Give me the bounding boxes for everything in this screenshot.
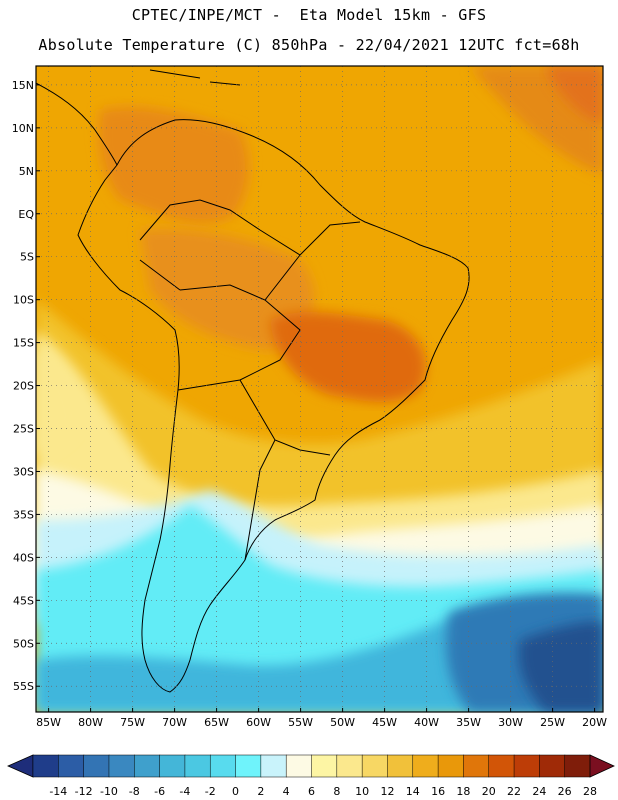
lon-label: 80W [78,716,103,729]
colorbar-label: 28 [583,785,597,798]
colorbar-label: -14 [49,785,67,798]
colorbar-swatch [539,754,566,778]
colorbar-swatch [159,754,186,778]
colorbar-swatch [108,754,135,778]
lat-label: 5S [20,251,34,264]
colorbar-swatch [488,754,515,778]
map-frame [35,65,604,713]
lon-label: 70W [162,716,187,729]
colorbar-label: 22 [507,785,521,798]
lon-label: 20W [582,716,607,729]
map-subtitle: Absolute Temperature (C) 850hPa - 22/04/… [38,36,580,54]
south-america-outline [77,119,470,693]
lat-label: 45S [13,594,34,607]
colorbar-label: -6 [154,785,165,798]
colorbar-swatch [285,754,313,778]
colorbar-swatch [412,754,439,778]
colorbar-label: 14 [406,785,420,798]
lat-label: 30S [13,465,34,478]
central-america-outline [36,82,118,166]
lat-label: 10S [13,294,34,307]
temperature-band-upper-right-core [545,66,603,125]
lon-label: 65W [204,716,229,729]
colorbar-label: 12 [380,785,394,798]
colorbar-swatch [463,754,490,778]
colorbar-swatch [564,754,591,778]
lat-label: 40S [13,551,34,564]
colorbar-label: -4 [179,785,190,798]
colorbar-swatch [336,754,363,778]
lat-label: 15S [13,337,34,350]
country-borders-inner [139,199,361,561]
lon-label: 25W [540,716,565,729]
colorbar-swatch [235,754,262,778]
lon-label: 60W [246,716,271,729]
temperature-band-hot-core [270,312,426,402]
lat-label: EQ [18,208,34,221]
lat-label: 35S [13,508,34,521]
colorbar-label: -8 [129,785,140,798]
temperature-band-pacific-coast [36,345,80,455]
colorbar-label: 10 [355,785,369,798]
temperature-band-coldest-core [518,621,603,712]
lat-label: 20S [13,380,34,393]
colorbar-swatch [32,754,59,778]
latitude-labels: 15N 10N 5N EQ 5S 10S 15S 20S 25S 30S 35S 40S 45S 50S 5… [12,79,40,693]
lon-label: 45W [372,716,397,729]
colorbar-swatch [209,754,237,778]
colorbar-label: 26 [558,785,572,798]
colorbar-swatch [83,754,110,778]
colorbar-label: 4 [283,785,290,798]
colorbar-swatch [437,754,464,778]
colorbar-swatch [311,754,338,778]
colorbar-label: -10 [100,785,118,798]
lon-label: 85W [36,716,61,729]
map-title: CPTEC/INPE/MCT - Eta Model 15km - GFS [131,6,487,24]
colorbar-swatch [361,754,389,778]
colorbar-label: 8 [333,785,340,798]
lat-label: 5N [19,165,34,178]
lon-label: 40W [414,716,439,729]
colorbar-label: 18 [456,785,470,798]
colorbar [7,754,615,778]
colorbar-label: 16 [431,785,445,798]
colorbar-label: 20 [482,785,496,798]
lon-label: 55W [288,716,313,729]
colorbar-low-arrow [7,754,34,778]
colorbar-high-arrow [589,754,615,778]
colorbar-label: 2 [257,785,264,798]
temperature-field [36,66,603,712]
lon-label: 30W [498,716,523,729]
colorbar-label: -12 [75,785,93,798]
colorbar-label: -2 [205,785,216,798]
colorbar-swatch [58,754,85,778]
colorbar-swatch [134,754,161,778]
lat-label: 15N [12,79,34,92]
colorbar-label: 0 [232,785,239,798]
colorbar-swatch [387,754,414,778]
lon-label: 35W [456,716,481,729]
caribbean-islands [149,69,241,86]
colorbar-label: 24 [532,785,546,798]
lon-label: 50W [330,716,355,729]
colorbar-labels: -14 -12 -10 -8 -6 -4 -2 0 2 4 6 8 10 12 14 16 18 20 22 24 26… [49,785,597,798]
colorbar-label: 6 [308,785,315,798]
lon-label: 75W [120,716,145,729]
temperature-band-north-hot [98,106,250,224]
colorbar-swatch [260,754,287,778]
lat-label: 50S [13,637,34,650]
coastlines [36,69,470,693]
colorbar-swatch [513,754,540,778]
lat-label: 25S [13,423,34,436]
longitude-labels: 85W 80W 75W 70W 65W 60W 55W 50W 45W 40W 35W 30W 25W 2… [36,708,607,729]
lat-label: 10N [12,122,34,135]
lat-label: 55S [13,680,34,693]
colorbar-swatch [184,754,211,778]
